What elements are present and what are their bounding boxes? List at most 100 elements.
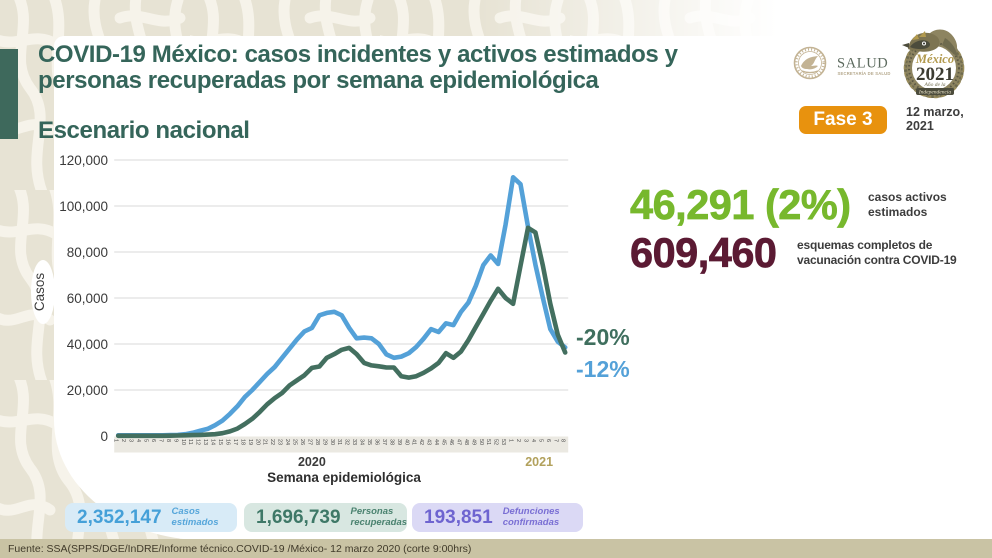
- week-tick-label: 6: [545, 439, 551, 442]
- week-tick-label: 29: [321, 439, 327, 445]
- week-tick-label: 20: [254, 439, 260, 445]
- week-tick-label: 4: [530, 439, 536, 442]
- week-tick-label: 50: [478, 439, 484, 445]
- week-tick-label: 32: [344, 439, 350, 445]
- y-tick-label: 100,000: [59, 199, 108, 214]
- week-tick-label: 31: [336, 439, 342, 445]
- series-line: [115, 175, 568, 438]
- date-label: 12 marzo, 2021: [906, 105, 964, 133]
- week-tick-label: 2: [120, 439, 126, 442]
- week-tick-label: 1: [508, 439, 514, 442]
- week-tick-label: 19: [247, 439, 253, 445]
- week-tick-label: 51: [485, 439, 491, 445]
- mexico-year-text: 2021: [916, 64, 954, 85]
- week-tick-label: 38: [388, 439, 394, 445]
- salud-subtitle: SECRETARÍA DE SALUD: [838, 71, 891, 76]
- week-tick-label: 3: [128, 439, 134, 442]
- week-tick-label: 44: [433, 439, 439, 445]
- week-tick-label: 41: [411, 439, 417, 445]
- stat-pill-deaths: 193,851 Defunciones confirmadas: [412, 503, 583, 532]
- page-title: COVID-19 México: casos incidentes y acti…: [38, 41, 678, 94]
- week-tick-label: 46: [448, 439, 454, 445]
- stat-pill-estimated-cases: 2,352,147 Casos estimados: [65, 503, 237, 532]
- stat-pill-label: Casos estimados: [171, 506, 219, 528]
- week-tick-label: 28: [314, 439, 320, 445]
- mexico-sub1-text: Año de la: [923, 82, 945, 88]
- incident-change-annotation: -12%: [576, 356, 630, 382]
- week-tick-label: 24: [284, 439, 290, 445]
- week-tick-label: 8: [560, 439, 566, 442]
- week-tick-label: 35: [366, 439, 372, 445]
- week-tick-label: 47: [455, 439, 461, 445]
- week-tick-label: 48: [463, 439, 469, 445]
- week-tick-label: 16: [224, 439, 230, 445]
- x-tick-strip: [114, 436, 569, 453]
- vaccination-value: 609,460: [630, 229, 778, 277]
- y-tick-label: 120,000: [59, 153, 108, 168]
- stat-pill-value: 193,851: [424, 506, 493, 528]
- week-tick-label: 25: [292, 439, 298, 445]
- mexico-2021-logo: México 2021 Año de la Independencia: [902, 29, 965, 99]
- y-tick-label: 40,000: [67, 337, 108, 352]
- year-label: 2021: [525, 455, 553, 469]
- week-tick-label: 45: [441, 439, 447, 445]
- stat-pill-label: Defunciones confirmadas: [502, 506, 560, 528]
- week-tick-label: 3: [522, 439, 528, 442]
- week-tick-label: 10: [180, 439, 186, 445]
- week-tick-label: 43: [426, 439, 432, 445]
- active-cases-label: casos activos estimados: [868, 190, 947, 219]
- week-tick-label: 52: [493, 439, 499, 445]
- week-tick-label: 39: [396, 439, 402, 445]
- week-tick-label: 6: [150, 439, 156, 442]
- week-tick-label: 22: [269, 439, 275, 445]
- footer-bar: Fuente: SSA(SPPS/DGE/InDRE/Informe técni…: [0, 539, 992, 558]
- y-tick-label: 80,000: [67, 245, 108, 260]
- stat-pill-value: 1,696,739: [256, 506, 341, 528]
- stat-pill-label: Personas recuperadas: [350, 506, 408, 528]
- week-tick-label: 4: [135, 439, 141, 442]
- week-tick-label: 5: [537, 439, 543, 442]
- week-tick-label: 1: [113, 439, 119, 442]
- week-tick-label: 30: [329, 439, 335, 445]
- week-tick-label: 12: [195, 439, 201, 445]
- week-tick-label: 23: [277, 439, 283, 445]
- week-tick-label: 36: [373, 439, 379, 445]
- y-tick-label: 60,000: [67, 291, 108, 306]
- y-tick-label: 0: [100, 429, 108, 444]
- top-edge-fade: [480, 0, 992, 38]
- week-tick-label: 40: [403, 439, 409, 445]
- series-line: [115, 225, 568, 439]
- stat-pill-recovered: 1,696,739 Personas recuperadas: [244, 503, 407, 532]
- green-accent-bar: [0, 49, 18, 139]
- week-tick-label: 33: [351, 439, 357, 445]
- phase-badge: Fase 3: [799, 106, 887, 134]
- week-tick-label: 9: [172, 439, 178, 442]
- y-tick-label: 20,000: [67, 383, 108, 398]
- x-axis-title: Semana epidemiológica: [267, 470, 421, 485]
- salud-seal-icon: [793, 46, 827, 80]
- week-tick-label: 26: [299, 439, 305, 445]
- week-tick-label: 7: [157, 439, 163, 442]
- week-tick-label: 14: [210, 439, 216, 445]
- y-axis-title: Casos: [32, 273, 47, 312]
- year-label: 2020: [298, 455, 326, 469]
- recovered-change-annotation: -20%: [576, 324, 630, 350]
- chart-title: Escenario nacional: [38, 117, 250, 144]
- week-tick-label: 5: [143, 439, 149, 442]
- salud-wordmark: SALUD: [837, 56, 888, 72]
- mexico-script-text: México: [915, 52, 954, 66]
- week-tick-label: 27: [306, 439, 312, 445]
- week-tick-label: 17: [232, 439, 238, 445]
- week-tick-label: 21: [262, 439, 268, 445]
- week-tick-label: 11: [187, 439, 193, 445]
- quetzalcoatl-ring-icon: [902, 29, 965, 99]
- week-tick-label: 34: [359, 439, 365, 445]
- week-tick-label: 7: [552, 439, 558, 442]
- week-tick-label: 18: [239, 439, 245, 445]
- source-text: Fuente: SSA(SPPS/DGE/InDRE/Informe técni…: [8, 542, 472, 555]
- week-tick-label: 53: [500, 439, 506, 445]
- week-tick-label: 42: [418, 439, 424, 445]
- active-cases-value: 46,291 (2%): [630, 181, 852, 229]
